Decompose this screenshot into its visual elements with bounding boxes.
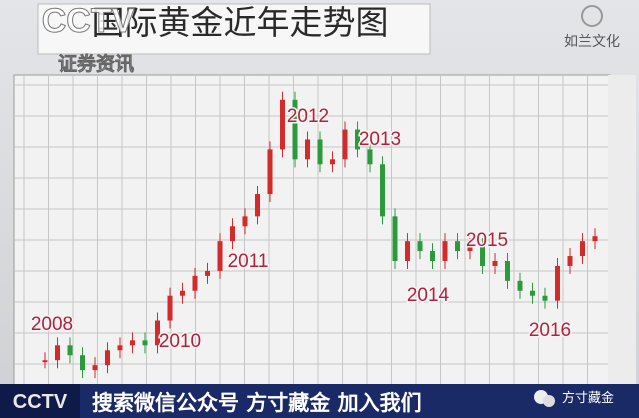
candle-body [280, 99, 285, 150]
candle-body [517, 280, 523, 291]
candle-body [192, 275, 198, 291]
candle-body [155, 320, 160, 346]
corner-logo: 如兰文化 [564, 34, 620, 50]
title-board [37, 3, 431, 55]
candle-body [142, 340, 148, 346]
candle-body [455, 241, 460, 252]
year-label: 2013 [359, 129, 401, 150]
wechat-icon-2 [543, 395, 555, 407]
candle-body [530, 290, 535, 296]
year-label: 2012 [287, 106, 329, 127]
banner [0, 384, 639, 418]
candle-body [442, 241, 448, 261]
candle-body [55, 345, 60, 361]
channel-name: 证券资讯 [58, 52, 134, 75]
candle-body [355, 129, 360, 150]
candle-body [367, 149, 373, 165]
candle-body [467, 246, 473, 252]
candle-body [92, 365, 98, 371]
candle-body [542, 295, 548, 301]
candle-body [405, 241, 410, 261]
year-labels: 2008 2010 2011 2012 2013 2014 2015 2016 [29, 105, 572, 354]
year-label: 2011 [228, 251, 269, 272]
candles [42, 91, 598, 379]
candle-body [117, 345, 123, 351]
candle-body [330, 159, 335, 165]
candle-body [592, 236, 598, 242]
title: 国际黄金近年走势图 [92, 3, 389, 42]
corner-icon [581, 5, 603, 27]
candle-body [67, 345, 73, 356]
candle-body [392, 216, 398, 261]
banner-logo: CCTV [13, 391, 68, 413]
candle-body [342, 129, 348, 160]
candle-body [505, 261, 510, 281]
candle-body [230, 226, 235, 242]
candle-body [567, 256, 573, 266]
year-label: 2016 [529, 320, 571, 341]
year-label: 2015 [466, 230, 508, 251]
banner-logo-bg [0, 384, 80, 418]
candle-body [130, 340, 135, 346]
year-label: 2008 [31, 314, 73, 335]
year-label: 2014 [407, 285, 450, 306]
candle-body [255, 194, 260, 217]
candle-body [492, 261, 498, 266]
candle-body [480, 246, 485, 266]
candle-body [167, 295, 173, 321]
candle-body [180, 290, 185, 296]
candle-body [42, 360, 48, 363]
channel-logo: CCTV [42, 2, 135, 40]
banner-text: 搜索微信公众号 方寸藏金 加入我们 [92, 391, 422, 415]
candle-body [242, 216, 248, 227]
year-label: 2010 [159, 331, 201, 352]
grid [14, 75, 608, 385]
candle-body [305, 139, 310, 160]
candle-body [267, 149, 273, 195]
candle-body [80, 355, 85, 371]
candle-body [105, 350, 110, 366]
candle-body [555, 265, 560, 301]
candle-body [217, 241, 223, 271]
price-axis [608, 75, 636, 385]
banner-account: 方寸藏金 [562, 390, 614, 406]
candle-body [205, 270, 210, 276]
candle-body [430, 251, 435, 261]
candle-body [380, 164, 385, 217]
candle-body [292, 99, 298, 160]
candle-body [580, 241, 585, 257]
candle-body [417, 241, 423, 252]
candle-body [317, 139, 323, 165]
